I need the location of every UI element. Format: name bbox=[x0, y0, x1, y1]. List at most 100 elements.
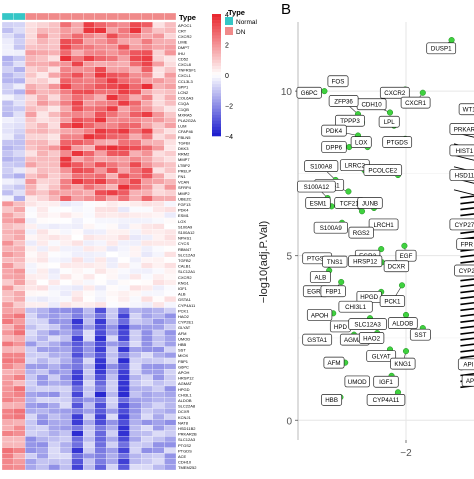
heatmap-cell bbox=[95, 386, 107, 392]
heatmap-cell bbox=[153, 358, 165, 364]
gene-point bbox=[403, 348, 409, 354]
row-label: CRT bbox=[178, 28, 187, 33]
heatmap-cell bbox=[37, 408, 49, 414]
heatmap-cell bbox=[37, 364, 49, 370]
heatmap-cell bbox=[141, 336, 153, 342]
heatmap-cell bbox=[164, 106, 176, 112]
heatmap-cell bbox=[118, 285, 130, 291]
heatmap-cell bbox=[118, 369, 130, 375]
heatmap-cell bbox=[48, 386, 60, 392]
heatmap-cell bbox=[141, 201, 153, 207]
heatmap-cell bbox=[141, 347, 153, 353]
heatmap-cell bbox=[118, 380, 130, 386]
heatmap-cell bbox=[130, 414, 142, 420]
heatmap-cell bbox=[83, 173, 95, 179]
heatmap-cell bbox=[14, 408, 26, 414]
heatmap-cell bbox=[72, 291, 84, 297]
heatmap-cell bbox=[14, 168, 26, 174]
heatmap-cell bbox=[37, 72, 49, 78]
heatmap-cell bbox=[83, 145, 95, 151]
heatmap-cell bbox=[95, 313, 107, 319]
heatmap-cell bbox=[83, 375, 95, 381]
heatmap-cell bbox=[37, 151, 49, 157]
heatmap-cell bbox=[106, 184, 118, 190]
gene-label-text: API bbox=[463, 362, 473, 369]
row-label: HAO2 bbox=[178, 314, 190, 319]
heatmap-cell bbox=[118, 229, 130, 235]
heatmap-cell bbox=[106, 408, 118, 414]
heatmap-cell bbox=[83, 408, 95, 414]
heatmap-cell bbox=[164, 140, 176, 146]
heatmap-cell bbox=[130, 28, 142, 34]
heatmap-cell bbox=[130, 392, 142, 398]
heatmap-cell bbox=[118, 67, 130, 73]
heatmap-cell bbox=[37, 453, 49, 459]
heatmap-cell bbox=[106, 235, 118, 241]
heatmap-cell bbox=[164, 341, 176, 347]
heatmap-cell bbox=[2, 50, 14, 56]
heatmap-cell bbox=[2, 324, 14, 330]
heatmap-cell bbox=[106, 420, 118, 426]
heatmap-cell bbox=[95, 61, 107, 67]
heatmap-cell bbox=[83, 50, 95, 56]
heatmap-cell bbox=[72, 128, 84, 134]
heatmap-cell bbox=[153, 224, 165, 230]
gene-label: AFM bbox=[324, 357, 344, 368]
heatmap-cell bbox=[164, 100, 176, 106]
heatmap-cell bbox=[48, 61, 60, 67]
heatmap-cell bbox=[130, 33, 142, 39]
heatmap-cell bbox=[2, 291, 14, 297]
heatmap-cell bbox=[83, 95, 95, 101]
heatmap-cell bbox=[37, 235, 49, 241]
heatmap-cell bbox=[141, 257, 153, 263]
heatmap-cell bbox=[60, 274, 72, 280]
row-label: MXRA5 bbox=[178, 112, 193, 117]
heatmap-cell bbox=[118, 403, 130, 409]
heatmap-cell bbox=[164, 67, 176, 73]
heatmap-cell bbox=[164, 302, 176, 308]
heatmap-cell bbox=[130, 162, 142, 168]
heatmap-cell bbox=[48, 246, 60, 252]
heatmap-cell bbox=[72, 246, 84, 252]
row-label: HRSP12 bbox=[178, 376, 194, 381]
heatmap-cell bbox=[118, 240, 130, 246]
heatmap-cell bbox=[95, 308, 107, 314]
heatmap-cell bbox=[72, 100, 84, 106]
heatmap-cell bbox=[72, 173, 84, 179]
heatmap-cell bbox=[48, 218, 60, 224]
gene-label: KNG1 bbox=[391, 358, 416, 369]
heatmap-cell bbox=[141, 224, 153, 230]
heatmap-cell bbox=[14, 420, 26, 426]
colorbar-segment bbox=[212, 35, 221, 38]
heatmap-cell bbox=[141, 95, 153, 101]
heatmap-cell bbox=[106, 380, 118, 386]
heatmap-cell bbox=[25, 72, 37, 78]
heatmap-cell bbox=[106, 89, 118, 95]
heatmap-cell bbox=[60, 358, 72, 364]
heatmap-cell bbox=[48, 336, 60, 342]
heatmap-cell bbox=[141, 240, 153, 246]
heatmap-cell bbox=[60, 151, 72, 157]
heatmap-cell bbox=[60, 218, 72, 224]
gene-label: GSTA1 bbox=[303, 334, 332, 345]
heatmap-cell bbox=[60, 50, 72, 56]
heatmap-cell bbox=[118, 84, 130, 90]
heatmap-cell bbox=[106, 448, 118, 454]
heatmap-cell bbox=[83, 100, 95, 106]
heatmap-cell bbox=[25, 352, 37, 358]
heatmap-cell bbox=[141, 184, 153, 190]
heatmap-cell bbox=[141, 341, 153, 347]
heatmap-cell bbox=[130, 140, 142, 146]
heatmap-cell bbox=[37, 347, 49, 353]
heatmap-cell bbox=[2, 246, 14, 252]
heatmap-cell bbox=[95, 56, 107, 62]
gene-point bbox=[338, 279, 344, 285]
heatmap-cell bbox=[118, 196, 130, 202]
heatmap-cell bbox=[25, 330, 37, 336]
gene-label-text: TPPP3 bbox=[340, 118, 360, 125]
row-label: GSTA1 bbox=[178, 297, 192, 302]
row-label: MMP7 bbox=[178, 157, 190, 162]
row-label: FBP1 bbox=[178, 359, 189, 364]
heatmap-cell bbox=[48, 196, 60, 202]
heatmap-cell bbox=[60, 257, 72, 263]
